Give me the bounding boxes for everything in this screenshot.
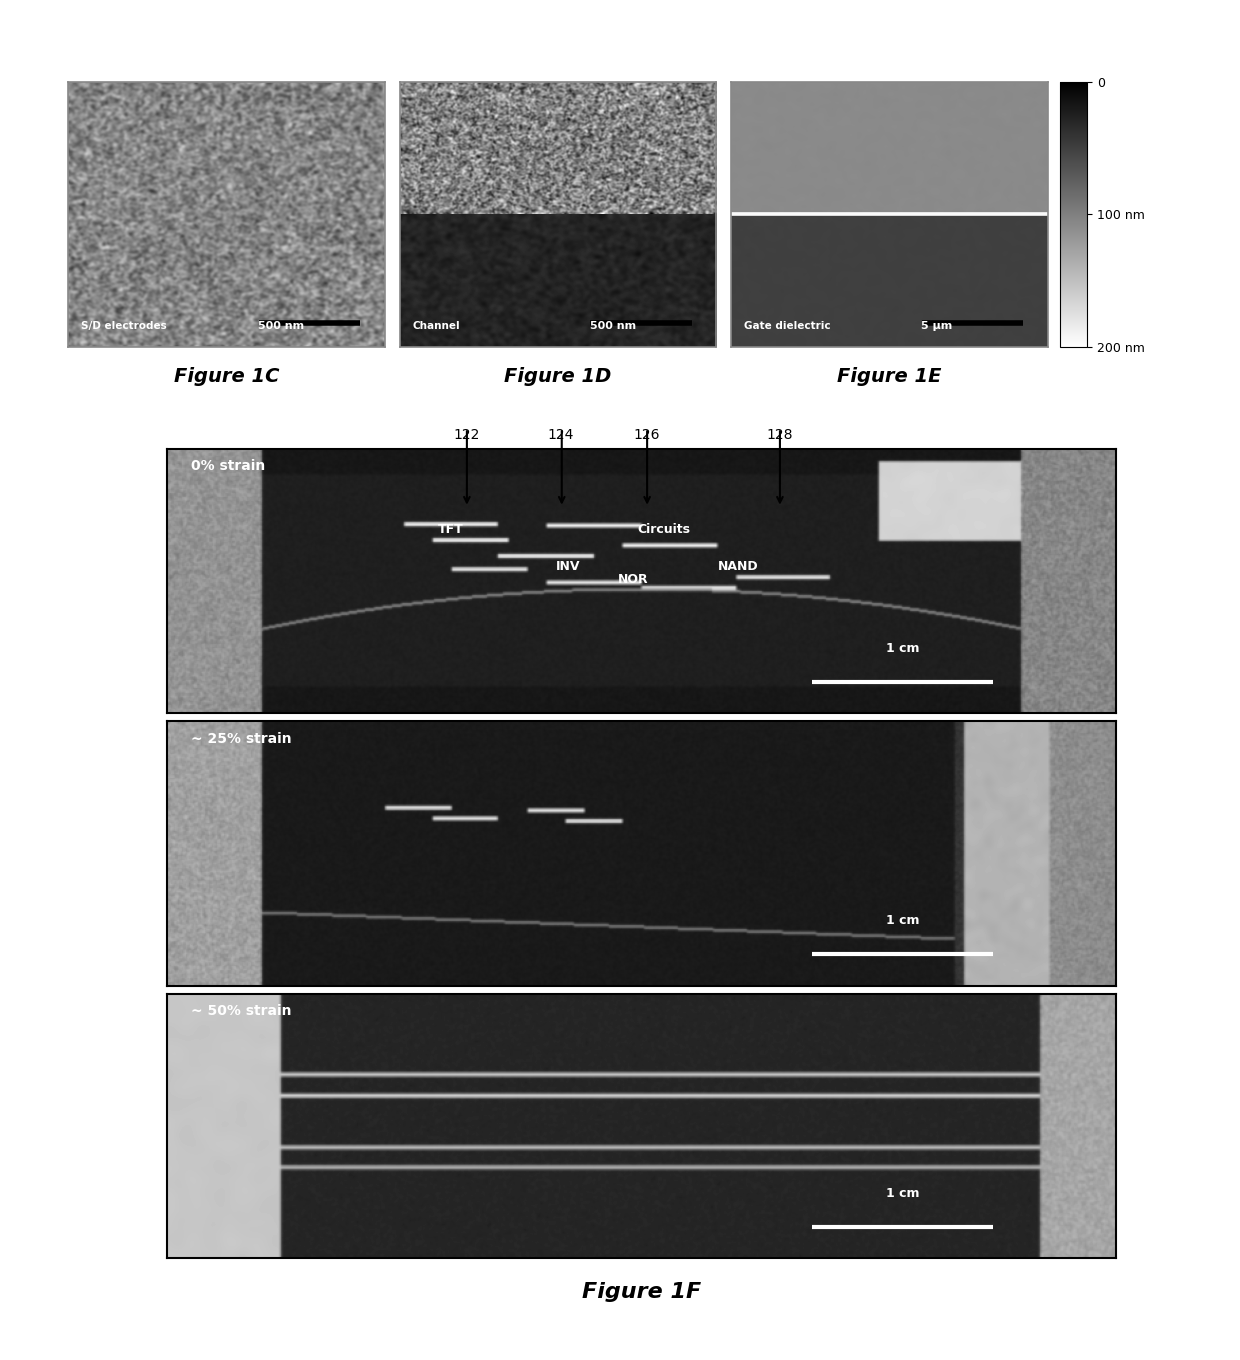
Text: Circuits: Circuits (637, 522, 689, 536)
Text: Figure 1F: Figure 1F (582, 1282, 702, 1303)
Text: Channel: Channel (413, 321, 460, 330)
Text: 0% strain: 0% strain (191, 460, 265, 473)
Text: 1 cm: 1 cm (885, 1187, 919, 1200)
Text: 128: 128 (766, 428, 792, 442)
Text: NAND: NAND (718, 560, 758, 573)
Text: 122: 122 (453, 428, 480, 442)
Text: 5 μm: 5 μm (921, 321, 952, 330)
Text: INV: INV (557, 560, 580, 573)
Text: 1 cm: 1 cm (885, 642, 919, 656)
Text: Figure 1D: Figure 1D (505, 367, 611, 386)
Text: Figure 1C: Figure 1C (174, 367, 279, 386)
Text: 124: 124 (548, 428, 574, 442)
Text: S/D electrodes: S/D electrodes (81, 321, 166, 330)
Text: Gate dielectric: Gate dielectric (744, 321, 831, 330)
Text: 126: 126 (634, 428, 660, 442)
Text: ~ 25% strain: ~ 25% strain (191, 732, 291, 745)
Text: 500 nm: 500 nm (258, 321, 304, 330)
Text: 500 nm: 500 nm (590, 321, 636, 330)
Text: Figure 1E: Figure 1E (837, 367, 941, 386)
Text: TFT: TFT (438, 522, 464, 536)
Text: NOR: NOR (618, 573, 649, 586)
Text: ~ 50% strain: ~ 50% strain (191, 1004, 291, 1019)
Text: 1 cm: 1 cm (885, 914, 919, 928)
